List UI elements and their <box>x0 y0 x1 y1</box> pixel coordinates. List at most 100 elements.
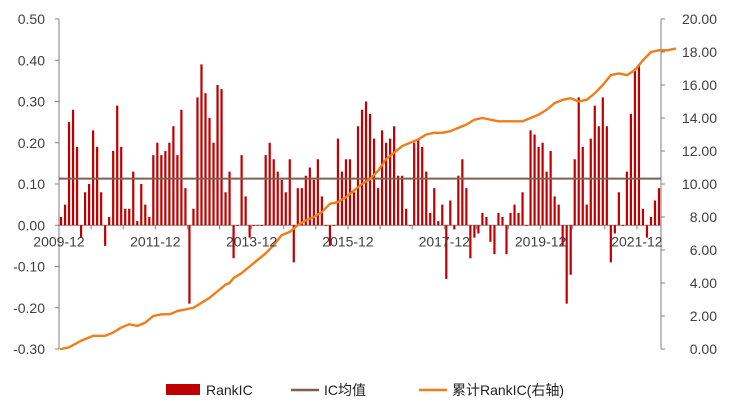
left-tick-label: 0.10 <box>18 176 45 192</box>
rankic-bar <box>67 122 71 226</box>
legend-label: 累计RankIC(右轴) <box>452 382 564 398</box>
right-tick-label: 8.00 <box>690 209 717 225</box>
x-tick-label: 2021-12 <box>611 233 663 249</box>
rankic-bar <box>120 146 123 226</box>
x-tick-label: 2009-12 <box>33 233 85 249</box>
rankic-bar <box>649 217 653 226</box>
rankic-bar <box>216 85 219 226</box>
rankic-bar <box>565 225 568 304</box>
rankic-bar <box>561 225 564 246</box>
rankic-bar <box>517 212 520 226</box>
rankic-bar <box>445 225 448 279</box>
rankic-bar <box>336 138 340 226</box>
rankic-bar <box>212 142 215 226</box>
rankic-bar <box>260 225 263 227</box>
rankic-bar <box>573 159 576 226</box>
tick-labels: 0.50 0.40 0.30 0.20 0.10 0.00 -0.10 -0.20 -0.30 2… <box>13 11 717 357</box>
right-tick-label: 12.00 <box>682 143 717 159</box>
rankic-bar <box>188 225 191 304</box>
rankic-bar <box>513 204 516 226</box>
right-tick-label: 0.00 <box>690 341 717 357</box>
rankic-bar <box>609 225 612 263</box>
rankic-bar <box>180 109 183 226</box>
rankic-bar <box>605 126 608 226</box>
rankic-bar <box>429 212 432 226</box>
rankic-bar <box>256 225 259 227</box>
legend-swatch-rankic <box>166 384 200 395</box>
rankic-bar <box>417 138 420 226</box>
rankic-bar <box>533 134 536 226</box>
rankic-bar <box>384 142 388 226</box>
x-tick-label: 2013-12 <box>226 233 278 249</box>
rankic-bar <box>360 109 364 226</box>
right-tick-label: 18.00 <box>682 44 717 60</box>
rankic-bar <box>525 225 528 227</box>
right-tick-label: 20.00 <box>682 11 717 27</box>
rankic-bar <box>96 146 99 226</box>
rankic-bar <box>79 225 83 238</box>
rankic-bar <box>593 105 596 226</box>
rankic-bar <box>132 171 135 226</box>
rankic-bar <box>324 225 327 227</box>
rankic-bar <box>348 159 352 226</box>
axes-layer <box>55 18 665 350</box>
rankic-bar <box>252 225 255 227</box>
rankic-bar <box>296 188 299 226</box>
rankic-bar <box>208 118 211 226</box>
right-tick-label: 16.00 <box>682 77 717 93</box>
rankic-bar <box>124 208 127 226</box>
rankic-bar <box>505 225 508 255</box>
rankic-bar <box>116 105 119 226</box>
rankic-bar <box>389 138 392 226</box>
rankic-bar <box>653 200 657 226</box>
rankic-bar <box>304 175 307 226</box>
left-tick-label: 0.40 <box>18 52 45 68</box>
x-tick-label: 2017-12 <box>419 233 471 249</box>
rankic-bar <box>397 175 400 226</box>
rankic-bar <box>308 167 311 226</box>
rankic-bar <box>372 138 376 226</box>
rankic-bar <box>328 225 332 246</box>
rankic-bar <box>501 217 504 226</box>
rankic-bar <box>433 188 436 226</box>
rankic-bar <box>549 151 552 226</box>
rankic-bar <box>421 146 424 226</box>
rankic-bar <box>176 155 179 226</box>
rankic-bar <box>469 225 472 259</box>
rankic-bar <box>493 225 496 255</box>
rankic-bar <box>244 196 247 226</box>
rankic-bar <box>344 159 348 226</box>
rankic-bar <box>140 184 143 226</box>
rankic-bar <box>232 225 235 259</box>
rankic-bar <box>477 225 480 234</box>
rankic-bar <box>196 97 199 226</box>
rankic-bar <box>63 204 67 226</box>
rankic-bar <box>352 192 356 226</box>
rankic-bar <box>485 217 488 226</box>
left-tick-label: 0.00 <box>18 217 45 233</box>
rankic-bar <box>401 175 404 226</box>
rankic-bar <box>613 225 616 234</box>
rankic-bar <box>108 217 111 226</box>
rankic-bar <box>553 196 556 226</box>
rankic-bar <box>312 179 315 226</box>
rankic-bar <box>144 204 147 226</box>
rankic-bar <box>100 192 103 226</box>
rankic-bar <box>425 171 428 226</box>
rankic-bar <box>172 126 175 226</box>
rankic-bar <box>437 221 440 226</box>
rankic-bar <box>641 208 645 226</box>
rankic-bar <box>356 126 360 226</box>
rankic-bar <box>537 146 540 226</box>
rankic-bar <box>184 188 187 226</box>
cumulative-rankic-line <box>59 47 677 351</box>
rankic-bar <box>128 208 131 226</box>
rankic-bar <box>200 64 203 226</box>
left-tick-label: 0.50 <box>18 11 45 27</box>
rankic-bar <box>284 192 287 226</box>
rankic-bar <box>409 225 412 227</box>
rankic-bar <box>248 225 251 238</box>
rankic-bar <box>300 188 303 226</box>
rankic-bar <box>453 225 456 230</box>
